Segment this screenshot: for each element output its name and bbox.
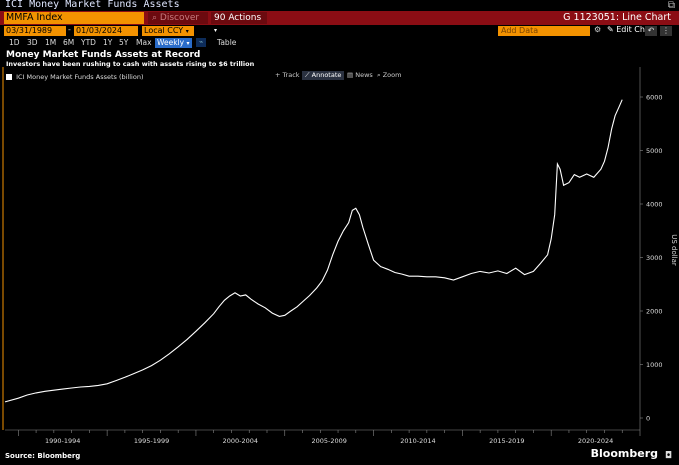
range-bar: 1D 3D 1M 6M YTD 1Y 5Y Max Weekly ▾ ⌁ Tab… [0,37,679,48]
y-tick-label: 1000 [646,361,663,369]
range-max[interactable]: Max [136,38,152,47]
series-line [4,99,623,403]
currency-select[interactable]: Local CCY ▾ [142,26,194,36]
pencil-icon: ✎ [607,25,614,34]
source-note: Source: Bloomberg [5,452,81,460]
actions-label: 90 Actions [214,13,262,23]
annotate-label: Annotate [311,71,342,79]
y-axis-label: US dollar [670,234,678,266]
discover-icon: ⌕ [152,13,158,23]
x-tick-label: 1995-1999 [134,437,169,445]
edit-chart-label: Edit Chart [616,25,657,34]
legend-label: ICI Money Market Funds Assets (billion) [16,73,144,81]
range-1m[interactable]: 1M [45,38,57,47]
discover-button[interactable]: ⌕ Discover [148,12,208,24]
range-ytd[interactable]: YTD [81,38,96,47]
legend-swatch [6,74,12,80]
news-icon: ▤ [347,71,354,79]
window-title: ICI Money Market Funds Assets [5,0,180,10]
chart-code: G 1123051: Line Chart [563,12,671,23]
x-ticks: 1990-1994 1995-1999 2000-2004 2005-2009 2010… [18,430,641,445]
date-separator: - [68,25,71,34]
currency-label: Local CCY [144,26,184,35]
crosshair-icon: + [275,71,281,79]
range-1d[interactable]: 1D [9,38,20,47]
annotate-tool[interactable]: ⟋ Annotate [302,71,345,80]
zoom-label: Zoom [382,71,402,79]
settings-icon[interactable]: ⚙ [594,25,602,34]
x-tick-label: 2005-2009 [311,437,346,445]
add-data-input[interactable]: Add Data [498,26,590,36]
chevron-down-icon: ▾ [214,27,218,34]
chevron-down-icon: ▾ [186,40,190,47]
y-tick-label: 2000 [646,308,663,316]
options-button[interactable]: ⋮ [660,26,672,36]
control-bar: 03/31/1989 - 01/03/2024 Local CCY ▾ Add … [0,25,679,36]
legend-item[interactable]: ICI Money Market Funds Assets (billion) [6,73,143,81]
track-tool[interactable]: + Track [272,71,303,80]
end-date-input[interactable]: 01/03/2024 [74,26,138,36]
news-label: News [355,71,373,79]
camera-icon[interactable]: ◘ [664,451,672,461]
range-1y[interactable]: 1Y [103,38,113,47]
y-ticks: 0 1000 2000 3000 4000 5000 6000 [640,94,663,423]
popout-icon[interactable]: ⧉ [667,0,675,11]
table-button[interactable]: Table [217,38,237,47]
range-6m[interactable]: 6M [63,38,75,47]
x-tick-label: 2010-2014 [400,437,435,445]
chevron-down-icon: ▾ [185,28,189,35]
chart-subtitle: Investors have been rushing to cash with… [6,60,255,68]
window-titlebar: ICI Money Market Funds Assets ⧉ [0,0,679,11]
x-tick-label: 2020-2024 [578,437,613,445]
range-5y[interactable]: 5Y [119,38,129,47]
zoom-tool[interactable]: ⌕ Zoom [374,71,404,80]
edit-chart-button[interactable]: ✎ Edit Chart [607,25,656,34]
undo-button[interactable]: ↶ [645,26,657,36]
track-label: Track [282,71,300,79]
y-tick-label: 6000 [646,94,663,102]
actions-button[interactable]: 90 Actions ▾ [211,12,267,34]
chart-title: Money Market Funds Assets at Record [6,50,201,60]
news-tool[interactable]: ▤ News [344,71,376,80]
y-tick-label: 3000 [646,254,663,262]
pen-icon: ⟋ [305,71,310,79]
y-tick-label: 5000 [646,147,663,155]
line-chart-icon[interactable]: ⌁ [196,38,206,47]
x-tick-label: 1990-1994 [45,437,80,445]
discover-label: Discover [159,13,200,23]
x-tick-label: 2000-2004 [223,437,258,445]
ticker-field[interactable]: MMFA Index [4,12,144,24]
frequency-select[interactable]: Weekly ▾ [155,38,192,48]
y-tick-label: 4000 [646,201,663,209]
range-3d[interactable]: 3D [27,38,38,47]
frequency-label: Weekly [157,38,185,47]
y-tick-label: 0 [646,415,650,423]
magnifier-icon: ⌕ [377,71,381,79]
brand-logo: Bloomberg [590,447,658,460]
command-bar: MMFA Index ⌕ Discover 90 Actions ▾ G 112… [0,11,679,34]
x-tick-label: 2015-2019 [489,437,524,445]
start-date-input[interactable]: 03/31/1989 [4,26,66,36]
